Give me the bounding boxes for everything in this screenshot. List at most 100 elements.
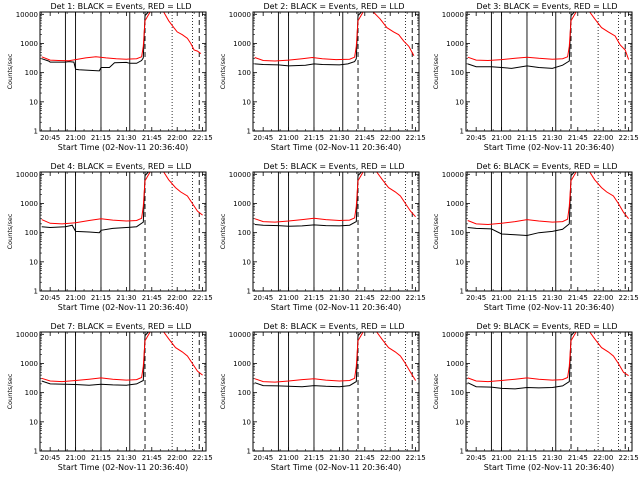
x-tick-label: 21:00 (65, 294, 85, 302)
x-axis-label: Start Time (02-Nov-11 20:36:40) (484, 463, 614, 472)
x-tick-label: 21:45 (568, 294, 588, 302)
x-tick-label: 22:15 (193, 454, 213, 462)
events-series-line (467, 332, 575, 390)
x-tick-label: 22:15 (193, 294, 213, 302)
x-tick-label: 22:15 (619, 134, 639, 142)
y-tick-label: 10 (455, 258, 464, 266)
panel-2: Det 2: BLACK = Events, RED = LLD Counts/s… (219, 2, 426, 152)
x-tick-label: 21:30 (116, 294, 136, 302)
panel-5: Det 5: BLACK = Events, RED = LLD Counts/s… (219, 162, 426, 312)
y-tick-label: 1000 (446, 40, 464, 48)
events-series-line (467, 172, 575, 237)
lld-series-line (467, 172, 629, 226)
x-tick-label: 20:45 (466, 294, 486, 302)
y-tick-label: 10 (29, 98, 38, 106)
panel-9: Det 9: BLACK = Events, RED = LLD Counts/s… (432, 322, 639, 472)
events-series-line (41, 172, 149, 234)
x-tick-label: 22:15 (406, 134, 426, 142)
y-axis-label: Counts/sec (6, 53, 14, 89)
x-tick-label: 21:00 (491, 294, 511, 302)
x-tick-label: 20:45 (253, 134, 273, 142)
y-tick-label: 1000 (233, 40, 251, 48)
plot-frame (252, 331, 420, 452)
x-tick-label: 21:30 (329, 134, 349, 142)
x-tick-label: 21:15 (517, 454, 537, 462)
x-tick-label: 21:30 (542, 454, 562, 462)
x-tick-label: 21:30 (542, 294, 562, 302)
y-tick-label: 1000 (233, 360, 251, 368)
panel-4: Det 4: BLACK = Events, RED = LLD Counts/s… (6, 162, 213, 312)
y-tick-label: 1000 (20, 40, 38, 48)
panel-title: Det 3: BLACK = Events, RED = LLD (477, 2, 618, 11)
x-tick-label: 21:00 (65, 134, 85, 142)
x-tick-label: 22:00 (593, 454, 613, 462)
panel-title: Det 2: BLACK = Events, RED = LLD (264, 2, 405, 11)
x-tick-label: 21:00 (65, 454, 85, 462)
y-axis-label: Counts/sec (432, 213, 440, 249)
y-tick-label: 10000 (16, 171, 38, 179)
y-tick-label: 100 (451, 69, 464, 77)
y-tick-label: 10 (242, 258, 251, 266)
plot-frame (465, 11, 633, 132)
x-tick-label: 22:00 (167, 294, 187, 302)
events-series-line (467, 12, 575, 69)
x-tick-label: 22:15 (193, 134, 213, 142)
y-tick-label: 1 (34, 128, 38, 136)
panel-title: Det 8: BLACK = Events, RED = LLD (264, 322, 405, 331)
x-axis-label: Start Time (02-Nov-11 20:36:40) (58, 463, 188, 472)
x-tick-label: 21:30 (116, 454, 136, 462)
x-tick-label: 21:00 (491, 454, 511, 462)
lld-series-line (254, 172, 416, 223)
x-tick-label: 21:15 (91, 134, 111, 142)
x-tick-label: 20:45 (253, 454, 273, 462)
events-series-line (254, 172, 362, 227)
x-tick-label: 22:00 (593, 134, 613, 142)
y-tick-label: 1000 (20, 200, 38, 208)
x-tick-label: 21:15 (304, 454, 324, 462)
panel-title: Det 9: BLACK = Events, RED = LLD (477, 322, 618, 331)
x-tick-label: 21:15 (91, 454, 111, 462)
y-tick-label: 1 (247, 448, 251, 456)
y-axis-label: Counts/sec (432, 53, 440, 89)
y-tick-label: 10 (242, 418, 251, 426)
lld-series-line (254, 12, 415, 62)
y-tick-label: 10 (29, 258, 38, 266)
y-tick-label: 10000 (16, 331, 38, 339)
panel-title: Det 5: BLACK = Events, RED = LLD (264, 162, 405, 171)
y-tick-label: 10000 (442, 11, 464, 19)
x-tick-label: 22:00 (167, 454, 187, 462)
x-tick-label: 20:45 (466, 454, 486, 462)
panel-title: Det 4: BLACK = Events, RED = LLD (51, 162, 192, 171)
x-tick-label: 21:30 (329, 454, 349, 462)
y-tick-label: 100 (238, 229, 251, 237)
x-tick-label: 22:00 (593, 294, 613, 302)
x-tick-label: 21:00 (278, 294, 298, 302)
y-tick-label: 100 (25, 389, 38, 397)
x-tick-label: 22:15 (619, 294, 639, 302)
x-tick-label: 21:45 (355, 294, 375, 302)
x-tick-label: 20:45 (40, 454, 60, 462)
y-tick-label: 10 (242, 98, 251, 106)
y-axis-label: Counts/sec (219, 53, 227, 89)
x-axis-label: Start Time (02-Nov-11 20:36:40) (58, 303, 188, 312)
x-tick-label: 22:00 (380, 134, 400, 142)
x-tick-label: 21:45 (568, 454, 588, 462)
x-tick-label: 22:15 (619, 454, 639, 462)
y-axis-label: Counts/sec (6, 373, 14, 409)
y-tick-label: 1000 (446, 200, 464, 208)
lld-series-line (41, 172, 203, 225)
x-tick-label: 21:00 (278, 134, 298, 142)
y-tick-label: 10000 (229, 11, 251, 19)
lld-series-line (41, 12, 202, 62)
x-tick-label: 21:30 (116, 134, 136, 142)
x-tick-label: 21:15 (304, 134, 324, 142)
events-series-line (41, 332, 149, 386)
y-tick-label: 10 (455, 418, 464, 426)
x-tick-label: 22:15 (406, 294, 426, 302)
y-tick-label: 1 (34, 448, 38, 456)
x-tick-label: 20:45 (40, 134, 60, 142)
y-tick-label: 1 (247, 128, 251, 136)
x-tick-label: 20:45 (466, 134, 486, 142)
panel-8: Det 8: BLACK = Events, RED = LLD Counts/s… (219, 322, 426, 472)
